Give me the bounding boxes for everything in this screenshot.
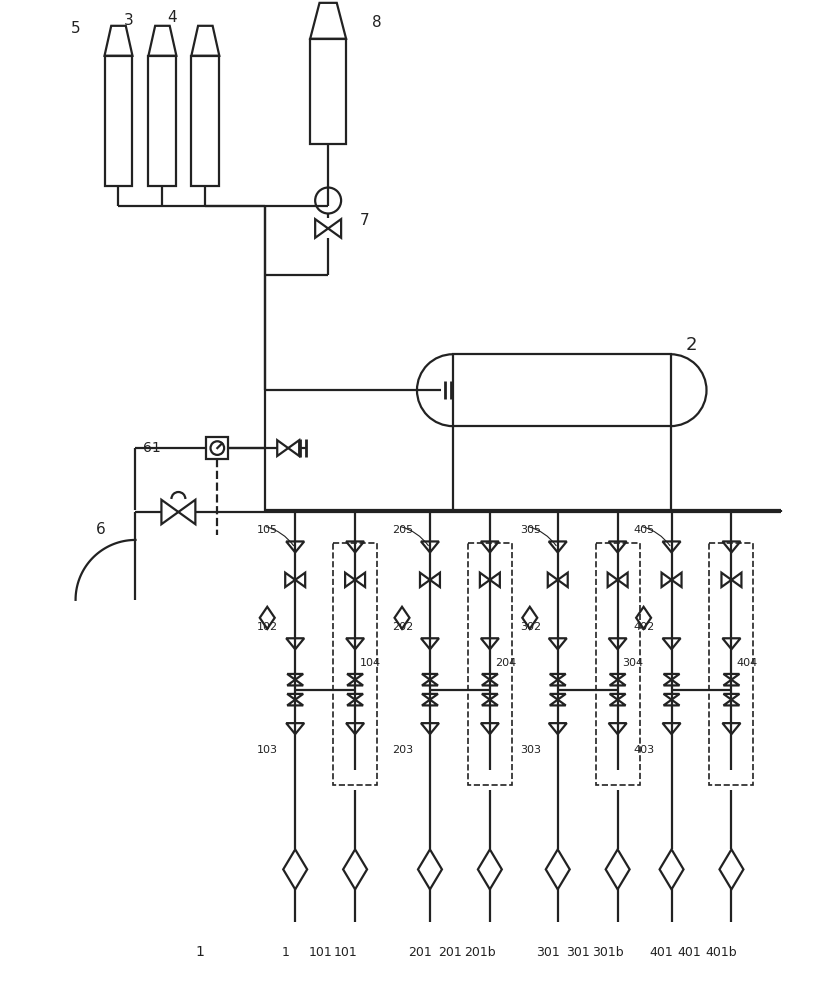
Text: 5: 5 bbox=[70, 21, 80, 36]
Text: 2: 2 bbox=[685, 336, 697, 354]
Text: 305: 305 bbox=[519, 525, 541, 535]
Text: 401: 401 bbox=[649, 946, 673, 959]
Bar bbox=[105, 56, 133, 186]
Text: 402: 402 bbox=[634, 622, 655, 632]
Bar bbox=[333, 543, 377, 785]
Text: 201b: 201b bbox=[464, 946, 496, 959]
Text: 404: 404 bbox=[736, 658, 757, 668]
Bar bbox=[206, 437, 228, 459]
Text: 301: 301 bbox=[566, 946, 590, 959]
Text: 405: 405 bbox=[634, 525, 654, 535]
Text: 6: 6 bbox=[96, 522, 106, 537]
Text: 204: 204 bbox=[495, 658, 516, 668]
Text: 401: 401 bbox=[677, 946, 701, 959]
Text: 201: 201 bbox=[438, 946, 462, 959]
Text: 1: 1 bbox=[196, 945, 204, 959]
Bar bbox=[709, 543, 753, 785]
Bar bbox=[191, 56, 219, 186]
Text: 101: 101 bbox=[333, 946, 357, 959]
Text: 4: 4 bbox=[168, 10, 178, 25]
Text: 7: 7 bbox=[360, 213, 370, 228]
Text: 203: 203 bbox=[392, 745, 413, 755]
Text: 403: 403 bbox=[634, 745, 654, 755]
Text: 301: 301 bbox=[536, 946, 560, 959]
Bar bbox=[468, 543, 512, 785]
Bar bbox=[453, 354, 671, 426]
Text: 205: 205 bbox=[392, 525, 413, 535]
Text: 3: 3 bbox=[124, 13, 133, 28]
Text: 301b: 301b bbox=[592, 946, 623, 959]
Text: 202: 202 bbox=[392, 622, 413, 632]
Text: 304: 304 bbox=[622, 658, 644, 668]
Text: 102: 102 bbox=[257, 622, 278, 632]
Text: 105: 105 bbox=[257, 525, 278, 535]
Text: 302: 302 bbox=[519, 622, 541, 632]
Text: 61: 61 bbox=[142, 441, 160, 455]
Text: 401b: 401b bbox=[706, 946, 737, 959]
Text: 104: 104 bbox=[360, 658, 381, 668]
Text: 101: 101 bbox=[308, 946, 332, 959]
Text: 303: 303 bbox=[519, 745, 541, 755]
Text: 201: 201 bbox=[408, 946, 432, 959]
Text: 103: 103 bbox=[257, 745, 278, 755]
Bar bbox=[148, 56, 177, 186]
Bar bbox=[310, 39, 346, 144]
Text: 1: 1 bbox=[281, 946, 289, 959]
Bar bbox=[596, 543, 640, 785]
Text: 8: 8 bbox=[372, 15, 382, 30]
